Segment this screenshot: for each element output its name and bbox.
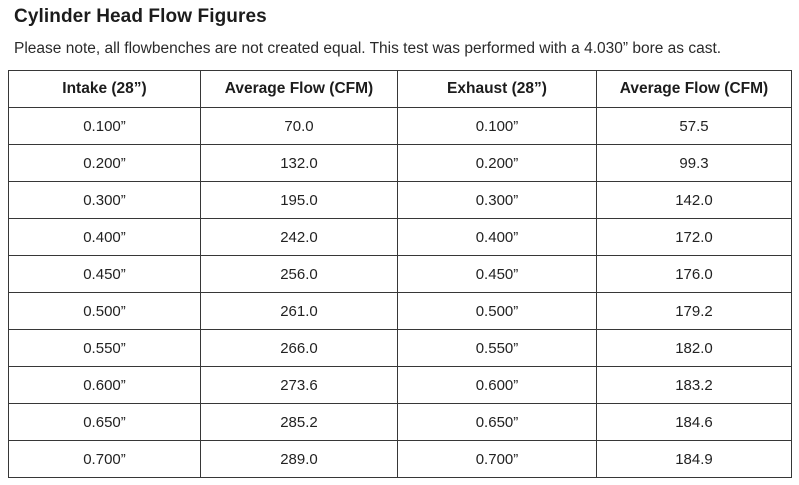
cell-exhaust-flow: 179.2 [596, 292, 792, 330]
cell-intake-lift: 0.700” [8, 440, 201, 478]
cell-exhaust-lift: 0.100” [397, 107, 597, 145]
cell-exhaust-lift: 0.550” [397, 329, 597, 367]
cell-exhaust-flow: 184.6 [596, 403, 792, 441]
table-row: 0.700” 289.0 0.700” 184.9 [8, 440, 792, 478]
table-row: 0.650” 285.2 0.650” 184.6 [8, 403, 792, 441]
cell-exhaust-flow: 184.9 [596, 440, 792, 478]
cell-intake-lift: 0.450” [8, 255, 201, 293]
table-row: 0.500” 261.0 0.500” 179.2 [8, 292, 792, 330]
cell-exhaust-lift: 0.300” [397, 181, 597, 219]
cell-exhaust-flow: 99.3 [596, 144, 792, 182]
column-header-intake-flow: Average Flow (CFM) [200, 70, 398, 108]
cell-exhaust-lift: 0.400” [397, 218, 597, 256]
table-row: 0.100” 70.0 0.100” 57.5 [8, 107, 792, 145]
cell-intake-flow: 242.0 [200, 218, 398, 256]
cell-intake-lift: 0.550” [8, 329, 201, 367]
cell-intake-lift: 0.500” [8, 292, 201, 330]
cell-intake-flow: 132.0 [200, 144, 398, 182]
cell-intake-flow: 70.0 [200, 107, 398, 145]
cell-intake-lift: 0.300” [8, 181, 201, 219]
cell-exhaust-flow: 182.0 [596, 329, 792, 367]
cell-exhaust-lift: 0.700” [397, 440, 597, 478]
column-header-exhaust-lift: Exhaust (28”) [397, 70, 597, 108]
table-row: 0.400” 242.0 0.400” 172.0 [8, 218, 792, 256]
cell-intake-flow: 256.0 [200, 255, 398, 293]
page-note: Please note, all flowbenches are not cre… [14, 40, 722, 57]
table-row: 0.300” 195.0 0.300” 142.0 [8, 181, 792, 219]
table-row: 0.200” 132.0 0.200” 99.3 [8, 144, 792, 182]
cell-intake-flow: 261.0 [200, 292, 398, 330]
cell-intake-lift: 0.650” [8, 403, 201, 441]
cell-exhaust-flow: 176.0 [596, 255, 792, 293]
cell-intake-lift: 0.200” [8, 144, 201, 182]
cell-intake-lift: 0.600” [8, 366, 201, 404]
table-row: 0.600” 273.6 0.600” 183.2 [8, 366, 792, 404]
cell-exhaust-lift: 0.650” [397, 403, 597, 441]
cell-intake-flow: 195.0 [200, 181, 398, 219]
cell-intake-lift: 0.100” [8, 107, 201, 145]
column-header-intake-lift: Intake (28”) [8, 70, 201, 108]
cell-exhaust-lift: 0.500” [397, 292, 597, 330]
cell-exhaust-lift: 0.450” [397, 255, 597, 293]
cell-intake-flow: 266.0 [200, 329, 398, 367]
page-title: Cylinder Head Flow Figures [14, 6, 267, 27]
cell-exhaust-flow: 183.2 [596, 366, 792, 404]
table-row: 0.550” 266.0 0.550” 182.0 [8, 329, 792, 367]
table-header-row: Intake (28”) Average Flow (CFM) Exhaust … [8, 70, 792, 108]
cell-exhaust-flow: 57.5 [596, 107, 792, 145]
table-row: 0.450” 256.0 0.450” 176.0 [8, 255, 792, 293]
column-header-exhaust-flow: Average Flow (CFM) [596, 70, 792, 108]
cell-exhaust-flow: 172.0 [596, 218, 792, 256]
cell-intake-flow: 273.6 [200, 366, 398, 404]
cell-intake-lift: 0.400” [8, 218, 201, 256]
cell-exhaust-lift: 0.200” [397, 144, 597, 182]
cell-exhaust-flow: 142.0 [596, 181, 792, 219]
cell-intake-flow: 289.0 [200, 440, 398, 478]
flow-figures-table: Intake (28”) Average Flow (CFM) Exhaust … [8, 70, 792, 478]
cell-intake-flow: 285.2 [200, 403, 398, 441]
cell-exhaust-lift: 0.600” [397, 366, 597, 404]
